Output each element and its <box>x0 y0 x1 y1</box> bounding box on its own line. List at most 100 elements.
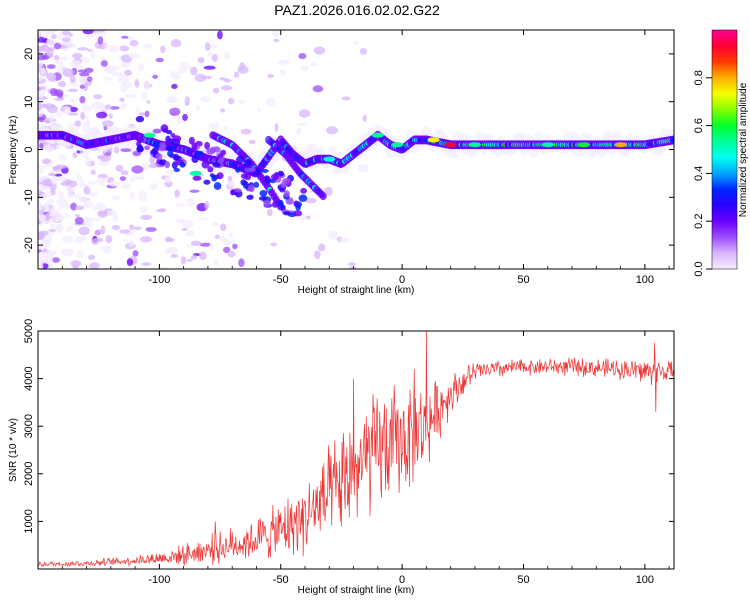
spectrogram-blob <box>235 166 241 173</box>
spectrogram-blob <box>71 194 81 199</box>
spectrogram-blob <box>119 97 125 102</box>
spectrogram-blob <box>209 146 216 154</box>
spectrogram-blob <box>79 72 90 77</box>
spectrogram-blob <box>76 173 82 181</box>
spectrogram-blob <box>69 97 75 103</box>
spectrogram-xtick-label: 0 <box>399 274 405 286</box>
spectrogram-blob <box>173 168 181 172</box>
spectrogram-blob <box>170 39 182 48</box>
spectrogram-blob <box>282 211 291 216</box>
spectrogram-blob <box>174 189 180 198</box>
snr-ytick-label: 5000 <box>23 319 35 343</box>
spectrogram-blob <box>126 258 134 267</box>
spectrogram-blob <box>70 260 82 267</box>
spectrogram-blob <box>174 202 187 208</box>
spectrogram-blob <box>55 224 63 233</box>
spectrogram-blob <box>200 95 211 103</box>
spectrogram-blob <box>40 185 51 190</box>
spectrogram-blob <box>246 194 254 200</box>
spectrogram-blob <box>121 183 132 190</box>
snr-panel: -100 -50 0 50 100 1000 2000 3000 4000 5000 Height… <box>8 319 675 596</box>
spectrogram-blob <box>52 165 62 172</box>
spectrogram-blob <box>57 191 65 200</box>
spectrogram-blob <box>280 181 287 189</box>
spectrogram-blob <box>40 103 49 108</box>
spectrogram-blob <box>164 248 171 255</box>
spectrogram-blob <box>271 173 279 181</box>
spectrogram-blob <box>230 189 236 196</box>
spectrogram-blob <box>201 160 210 169</box>
spectrogram-blob <box>80 111 85 120</box>
spectrogram-blob <box>54 59 63 65</box>
spectrogram-blob <box>81 56 90 64</box>
spectrogram-blob <box>578 142 591 148</box>
spectrogram-blob <box>102 245 112 254</box>
spectrogram-blob <box>189 170 202 176</box>
snr-ticks: -100 -50 0 50 100 1000 2000 3000 4000 5000 <box>23 319 674 586</box>
spectrogram-blob <box>95 202 107 211</box>
spectrogram-blob <box>164 140 172 147</box>
spectrogram-blob <box>670 137 674 143</box>
spectrogram-blob <box>258 196 267 201</box>
spectrogram-blob <box>96 111 108 119</box>
spectrogram-blob <box>56 145 61 151</box>
spectrogram-blob <box>90 169 96 175</box>
spectrogram-blob <box>169 95 175 103</box>
spectrogram-blob <box>129 224 135 230</box>
spectrogram-blob <box>46 38 53 45</box>
spectrogram-blob <box>142 43 152 49</box>
spectrogram-blob <box>310 62 317 68</box>
spectrogram-blob <box>224 51 230 60</box>
snr-ytick-label: 3000 <box>23 414 35 438</box>
spectrogram-blob <box>265 97 276 107</box>
spectrogram-blob <box>149 183 158 191</box>
spectrogram-blob <box>232 243 238 250</box>
spectrogram-blob <box>266 208 273 217</box>
spectrogram-blob <box>326 126 339 135</box>
spectrogram-blob <box>84 67 94 74</box>
spectrogram-blob <box>298 194 308 202</box>
snr-ytick-label: 4000 <box>23 366 35 390</box>
spectrogram-xtick-label: 100 <box>636 274 654 286</box>
snr-ytick-label: 2000 <box>23 462 35 486</box>
spectrogram-blob <box>40 239 48 245</box>
spectrogram-blob <box>38 184 43 190</box>
spectrogram-blob <box>211 175 218 182</box>
spectrogram-blob <box>38 245 43 251</box>
spectrogram-blob <box>77 196 90 203</box>
spectrogram-blob <box>164 161 170 169</box>
spectrogram-blob <box>253 181 260 188</box>
spectrogram-blob <box>207 51 213 57</box>
spectrogram-blob <box>140 236 152 243</box>
spectrogram-blob <box>273 38 280 43</box>
spectrogram-blob <box>136 144 144 152</box>
spectrogram-blob <box>444 142 457 148</box>
spectrogram-blob <box>305 215 311 220</box>
spectrogram-blob <box>108 180 121 187</box>
spectrogram-blob <box>51 34 57 40</box>
spectrogram-blob <box>57 176 66 182</box>
spectrogram-blob <box>135 115 145 123</box>
spectrogram-blob <box>122 61 128 65</box>
spectrogram-blob <box>324 186 333 196</box>
spectrogram-blob <box>362 114 367 122</box>
spectrogram-blob <box>74 214 80 218</box>
spectrogram-blob <box>240 128 252 135</box>
spectrogram-blob <box>48 114 54 122</box>
snr-plot-area <box>38 331 674 569</box>
spectrogram-blob <box>90 52 96 59</box>
spectrogram-blob <box>120 170 129 176</box>
spectrogram-blob <box>152 141 162 147</box>
spectrogram-blob <box>300 187 307 194</box>
spectrogram-blob <box>391 142 404 148</box>
spectrogram-blob <box>132 250 139 257</box>
snr-xtick-label: 0 <box>399 574 405 586</box>
spectrogram-blob <box>179 161 186 168</box>
spectrogram-blob <box>79 96 86 104</box>
spectrogram-blob <box>171 83 178 89</box>
spectrogram-blob <box>61 37 71 42</box>
spectrogram-blob <box>263 199 271 208</box>
spectrogram-blob <box>38 30 43 35</box>
spectrogram-blob <box>314 250 321 260</box>
spectrogram-blob <box>56 198 69 207</box>
